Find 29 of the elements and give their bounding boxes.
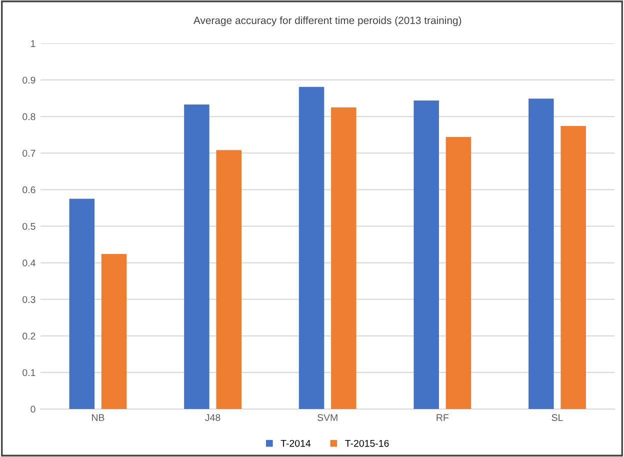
x-tick-label: RF [436,414,449,421]
y-tick-label: 0.9 [22,76,36,84]
bar [101,254,127,410]
bar [216,150,242,410]
y-tick-label: 0.7 [22,150,36,157]
legend-label: T-2014 [280,440,311,447]
x-tick-label: J48 [205,414,220,422]
y-tick-label: 0.3 [22,296,36,303]
y-tick-label: 0.4 [22,260,36,266]
y-tick-label: 0.2 [22,332,36,340]
y-tick-label: 0.8 [22,113,36,120]
y-tick-label: 1 [31,40,36,47]
bar [184,104,210,410]
chart-title: Average accuracy for different time peroids (2013 training) [193,16,462,26]
legend-label: T-2015-16 [345,440,389,447]
y-tick-label: 0.1 [22,369,36,376]
y-tick-label: 0 [30,406,36,413]
y-tick-label: 0.5 [22,222,36,230]
y-tick-label: 0.6 [22,186,36,194]
bar [446,137,472,410]
bar [560,126,586,410]
bar [528,98,554,410]
x-tick-label: SL [552,414,563,422]
bar [414,100,439,410]
x-tick-label: NB [92,414,104,421]
bar [69,198,95,410]
bar [331,107,356,410]
x-tick-label: SVM [318,414,338,422]
bar [298,86,324,410]
